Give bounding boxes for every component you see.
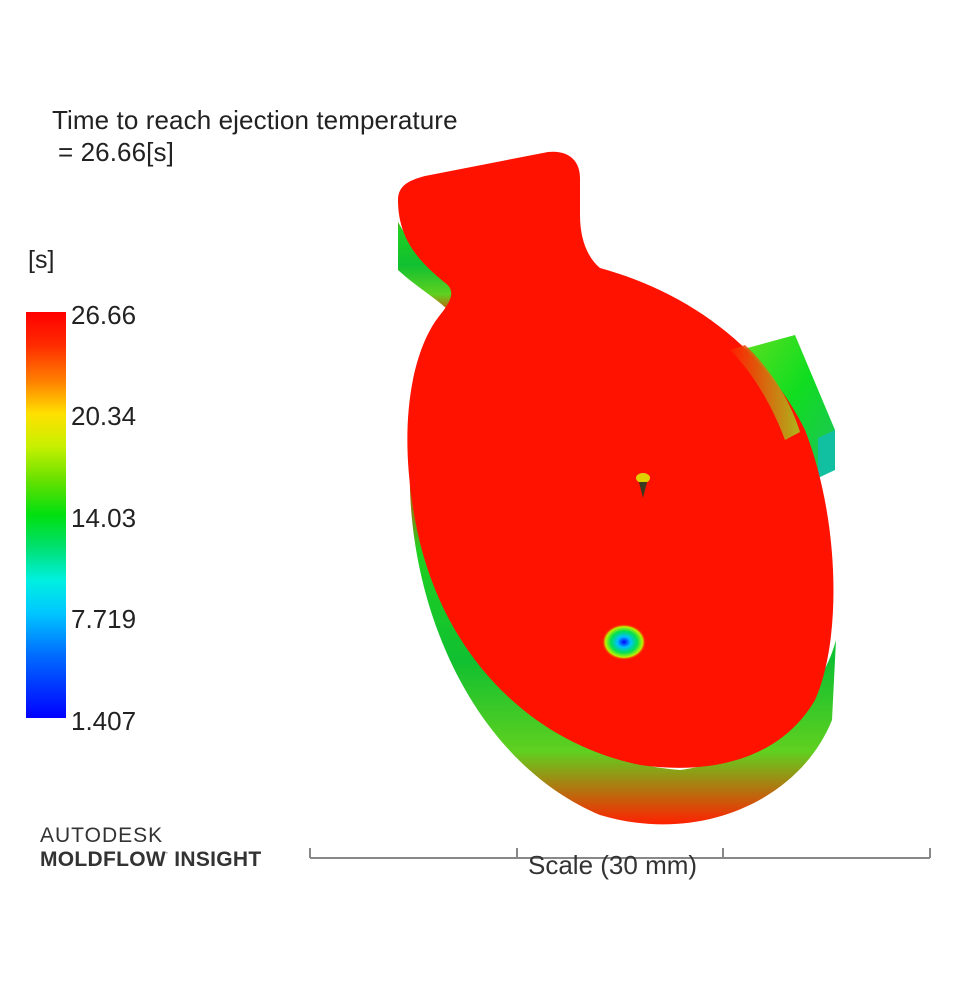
gate-marker-stem (639, 482, 647, 498)
logo-moldflow: MOLDFLOW (40, 848, 167, 871)
result-title-text: Time to reach ejection temperature (52, 105, 458, 135)
logo-line-product: MOLDFLOW’ INSIGHT (40, 848, 262, 871)
part-top-face (398, 151, 834, 768)
part-side-tab-edge (818, 430, 835, 478)
part-side-wall (409, 460, 836, 825)
logo-line-autodesk: AUTODESK (40, 824, 164, 847)
scale-label: Scale (30 mm) (528, 850, 698, 880)
legend-tick-2: 20.34 (71, 401, 137, 431)
autodesk-moldflow-logo: AUTODESK MOLDFLOW’ INSIGHT (40, 824, 262, 872)
gate-marker-top (636, 473, 650, 483)
logo-insight: INSIGHT (174, 848, 262, 871)
part-transition-band (730, 345, 800, 440)
legend-tick-3: 14.03 (71, 503, 137, 533)
legend-units: [s] (28, 246, 55, 274)
result-title: Time to reach ejection temperature = 26.… (52, 104, 458, 168)
result-value: = 26.66[s] (58, 137, 174, 167)
legend-colorbar (26, 312, 66, 718)
legend-tick-min: 1.407 (71, 706, 137, 736)
legend-tick-max: 26.66 (71, 300, 137, 330)
legend-tick-4: 7.719 (71, 604, 137, 634)
part-neck-side (398, 200, 460, 318)
cold-spot (602, 624, 646, 660)
